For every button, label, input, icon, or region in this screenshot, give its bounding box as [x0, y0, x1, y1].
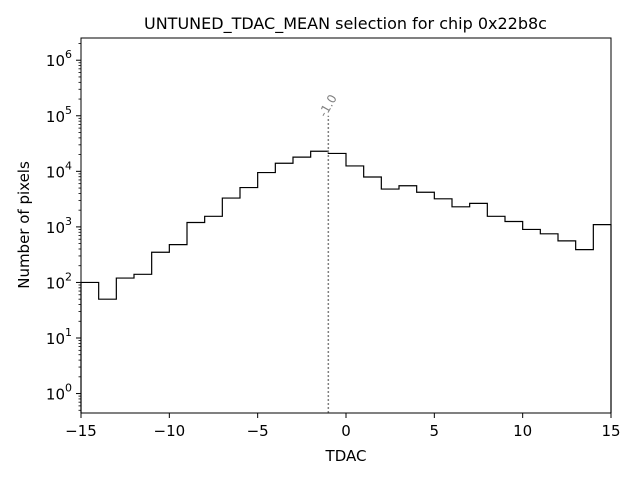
- y-tick-label: 100: [46, 382, 72, 404]
- histogram-step-line: [80, 150, 612, 413]
- x-tick-label: 15: [601, 422, 620, 440]
- y-tick-label: 105: [46, 104, 72, 126]
- histogram-bin: [470, 203, 488, 413]
- histogram-bin: [523, 229, 541, 413]
- x-axis-label: TDAC: [325, 447, 367, 465]
- histogram-bin: [328, 153, 346, 413]
- y-tick-label: 104: [46, 159, 72, 181]
- y-tick-label: 106: [46, 48, 72, 70]
- histogram-bin: [116, 278, 134, 413]
- histogram-bin: [152, 252, 170, 413]
- histogram-bin: [381, 189, 399, 413]
- histogram-bin: [81, 282, 99, 413]
- histogram-bin: [222, 198, 240, 413]
- x-tick-label: −5: [247, 422, 269, 440]
- histogram-bin: [275, 163, 293, 413]
- histogram-bin: [399, 186, 417, 413]
- histogram-bin: [364, 177, 382, 413]
- histogram-bin: [558, 241, 576, 413]
- x-tick-label: 0: [341, 422, 351, 440]
- histogram-bin: [505, 222, 523, 413]
- y-tick-label: 102: [46, 270, 72, 292]
- histogram-bin: [593, 225, 611, 413]
- histogram-bin: [540, 234, 558, 413]
- y-axis: 100 101 102 103 104 105 106: [46, 43, 81, 411]
- histogram-bin: [576, 250, 594, 413]
- histogram-bin: [187, 222, 205, 413]
- chart-title: UNTUNED_TDAC_MEAN selection for chip 0x2…: [144, 14, 547, 34]
- x-axis: −15 −10 −5 0 5 10 15: [65, 413, 621, 440]
- histogram-bin: [434, 199, 452, 413]
- histogram-bin: [452, 207, 470, 413]
- histogram-bin: [205, 216, 223, 413]
- histogram-bin: [134, 274, 152, 413]
- histogram-bin: [258, 173, 276, 413]
- histogram-bin: [311, 151, 329, 413]
- x-tick-label: 10: [513, 422, 532, 440]
- histogram-bin: [293, 157, 311, 413]
- x-tick-label: 5: [430, 422, 440, 440]
- x-tick-label: −15: [65, 422, 97, 440]
- y-tick-label: 101: [46, 326, 72, 348]
- y-tick-label: 103: [46, 215, 72, 237]
- histogram-bin: [417, 192, 435, 413]
- histogram-bin: [169, 245, 187, 413]
- plot-area: -1.0: [80, 92, 612, 413]
- marker-label: -1.0: [316, 92, 340, 119]
- histogram-bin: [240, 188, 258, 413]
- y-axis-label: Number of pixels: [15, 161, 33, 289]
- histogram-bin: [346, 166, 364, 413]
- x-tick-label: −10: [154, 422, 186, 440]
- histogram-bin: [99, 299, 117, 413]
- histogram-bin: [487, 216, 505, 413]
